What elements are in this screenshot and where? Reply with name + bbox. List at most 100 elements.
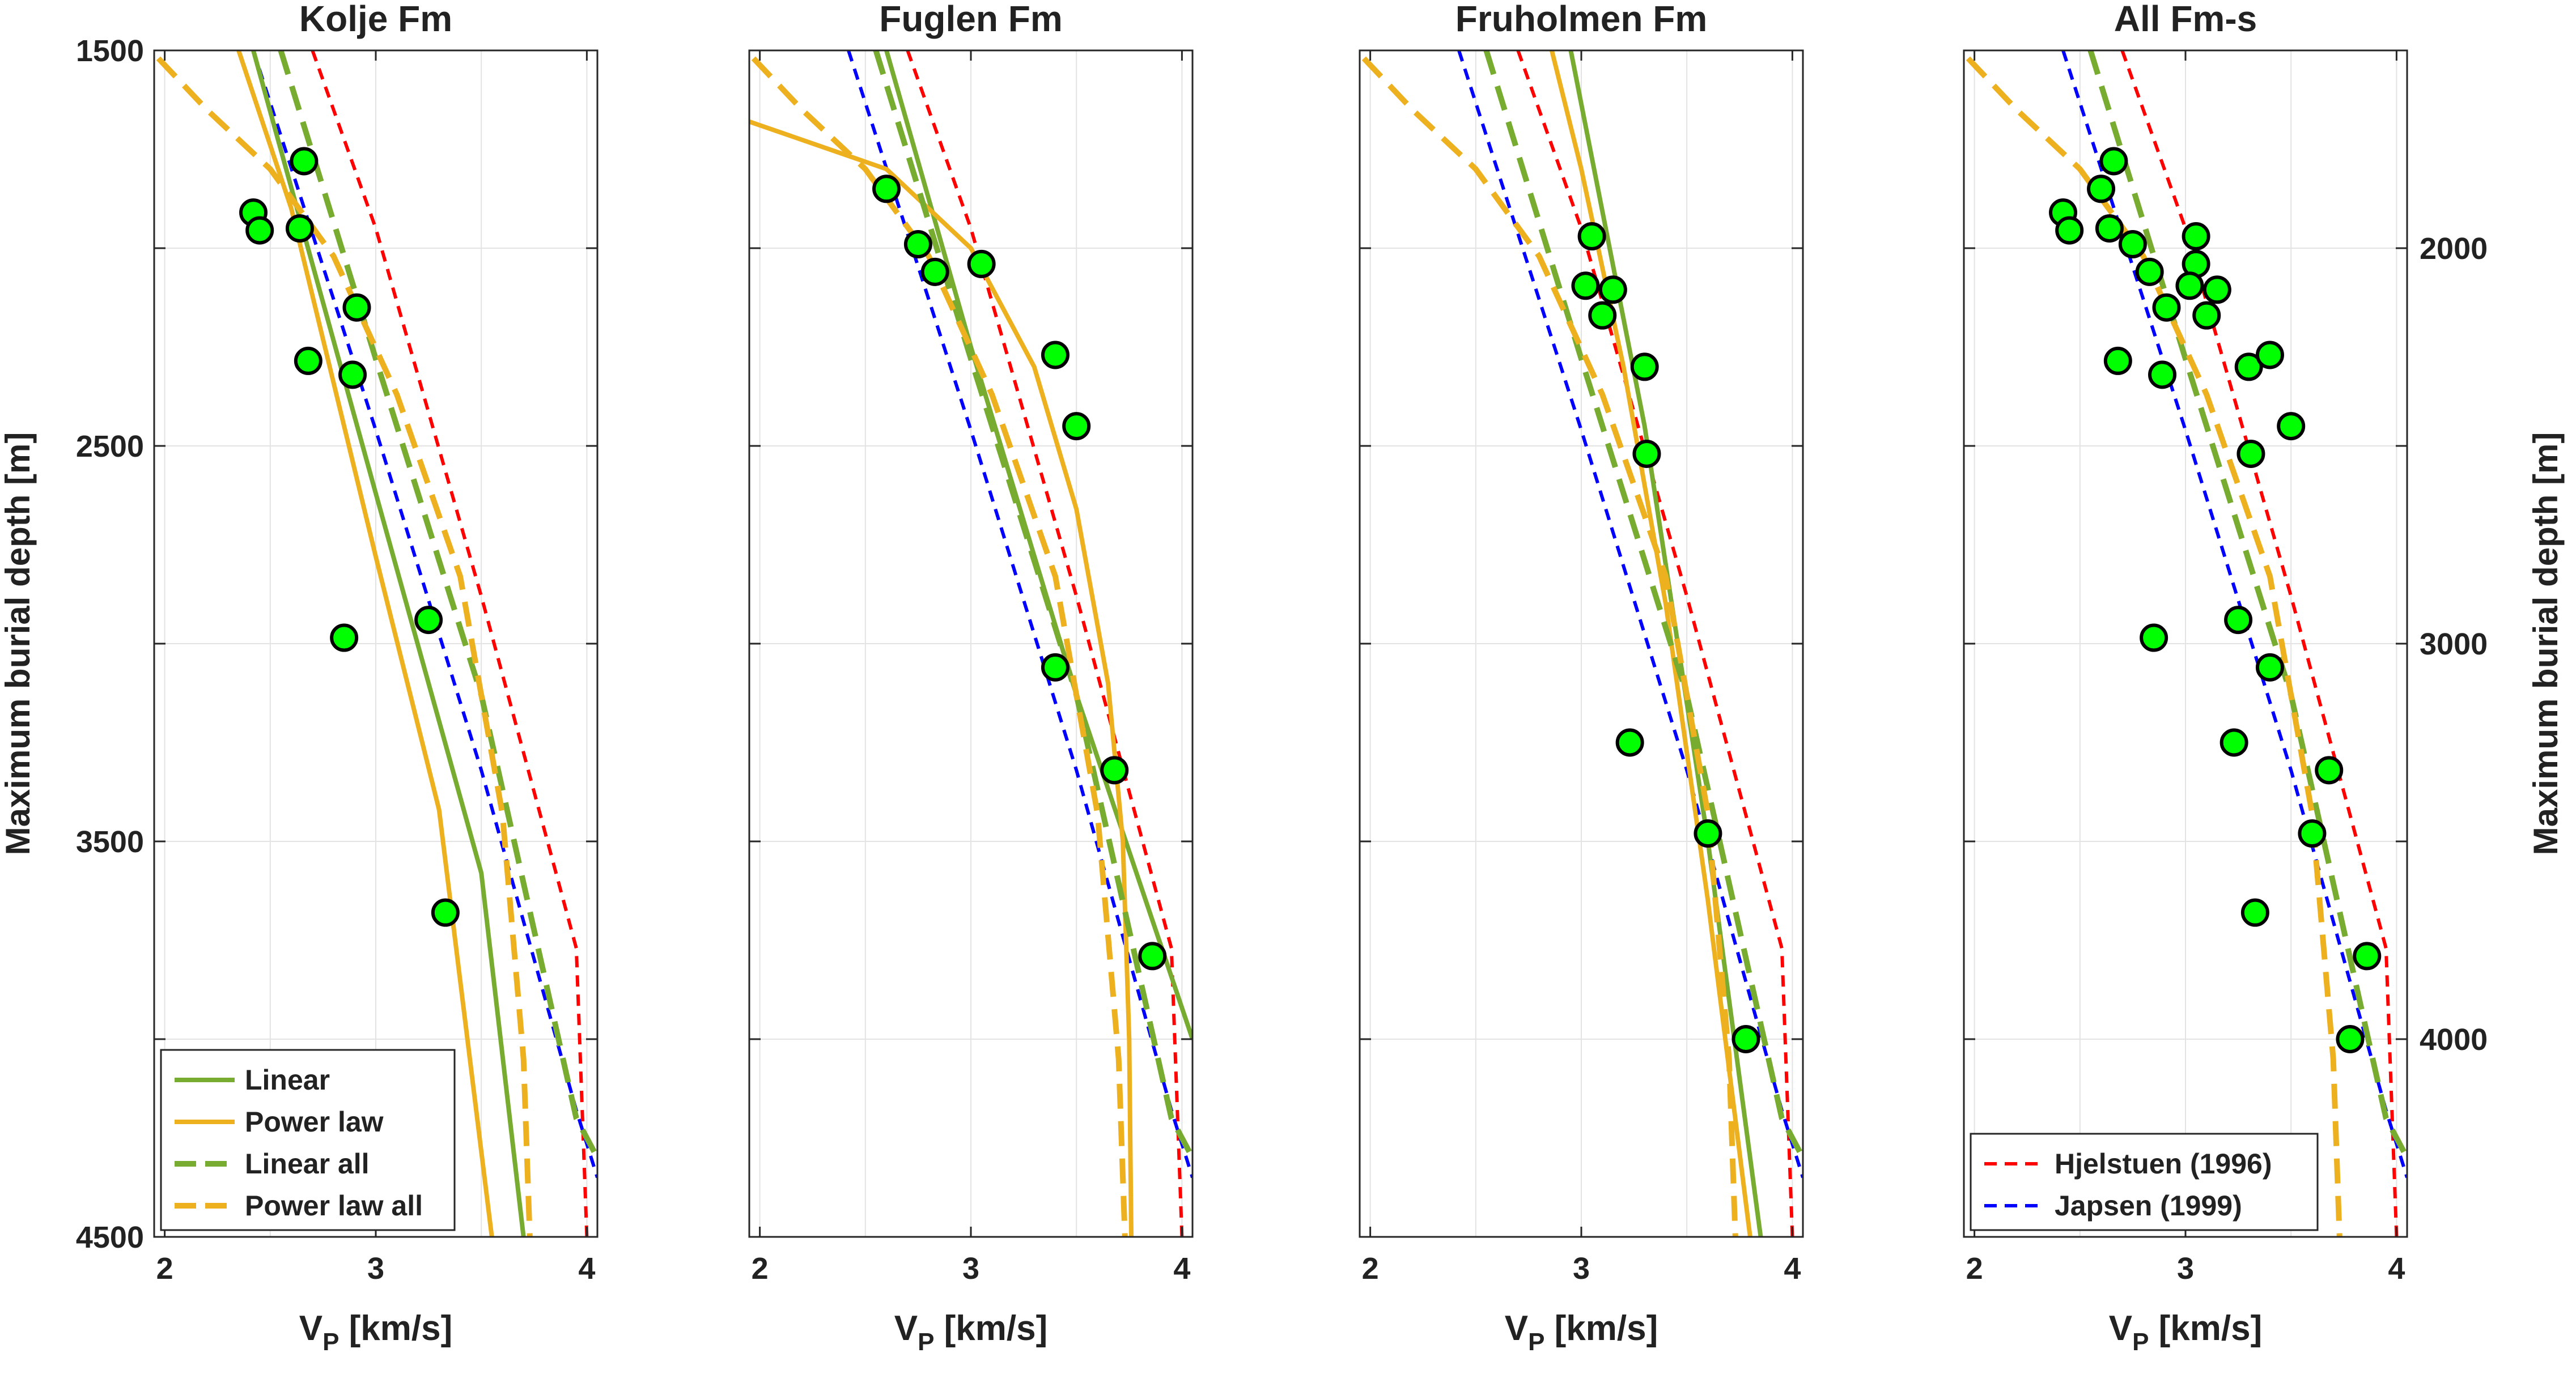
data-point: [2152, 293, 2181, 322]
data-point: [2336, 1025, 2365, 1053]
fit-curve-power-law-all: [1361, 56, 1738, 1237]
x-axis-label-subscript: P: [322, 1328, 339, 1356]
data-point: [1062, 412, 1091, 441]
x-axis-label-units: [km/s]: [339, 1309, 452, 1348]
data-point: [2148, 360, 2177, 389]
y-tick-label-right: 2000: [2420, 232, 2488, 266]
x-axis-label-units: [km/s]: [934, 1309, 1047, 1348]
fit-curve-power-law: [1550, 50, 1752, 1237]
x-axis-label: VP [km/s]: [2109, 1309, 2263, 1356]
reference-curve-hjelstuen-1996: [906, 50, 1184, 1237]
data-point: [2118, 230, 2147, 259]
y-tick-label: 3500: [76, 825, 144, 859]
data-point: [1577, 222, 1606, 251]
legend-label-linear-all: Linear all: [245, 1148, 370, 1180]
reference-curve-hjelstuen-1996: [2120, 50, 2399, 1237]
data-point: [2182, 222, 2210, 251]
x-axis-label-subscript: P: [918, 1328, 934, 1356]
reference-legend: Hjelstuen (1996) Japsen (1999): [1970, 1133, 2319, 1231]
data-point: [2192, 301, 2221, 330]
x-axis-label: VP [km/s]: [1505, 1309, 1658, 1356]
data-point: [2135, 257, 2164, 286]
y-tick-label: 4500: [76, 1220, 144, 1254]
data-point: [967, 249, 996, 278]
y-tick-label-right: 3000: [2420, 627, 2488, 661]
fit-curve-power-law-all: [1966, 56, 2342, 1237]
panel-title: Fuglen Fm: [879, 0, 1063, 39]
fit-curve-power-law: [749, 119, 1134, 1237]
x-tick-label: 3: [2177, 1252, 2194, 1286]
data-point: [330, 623, 359, 652]
data-point: [920, 257, 949, 286]
data-point: [2234, 352, 2263, 381]
x-tick-label: 2: [1966, 1252, 1983, 1286]
y-tick-label: 2500: [76, 429, 144, 463]
x-axis-label: VP [km/s]: [894, 1309, 1048, 1356]
reference-legend-box: [1970, 1133, 2319, 1231]
data-point: [1694, 819, 1722, 848]
y-axis-label: Maximum burial depth [m]: [0, 432, 37, 856]
data-point: [2315, 756, 2344, 785]
legend-label-japsen-1999: Japsen (1999): [2055, 1190, 2242, 1222]
data-point: [2255, 341, 2284, 369]
x-axis-label-subscript: P: [2132, 1328, 2149, 1356]
data-point: [2255, 653, 2284, 682]
data-point: [290, 147, 319, 176]
data-point: [1598, 275, 1627, 304]
data-point: [2055, 216, 2084, 245]
panel-title: All Fm-s: [2114, 0, 2257, 39]
data-point: [294, 346, 322, 375]
data-point: [342, 293, 371, 322]
y-tick-label-right: 4000: [2420, 1023, 2488, 1057]
data-point: [2298, 819, 2327, 848]
data-point: [2095, 214, 2124, 243]
data-point: [1632, 439, 1661, 468]
reference-curve-japsen-1999: [252, 50, 597, 1179]
legend-label-hjelstuen-1996: Hjelstuen (1996): [2055, 1148, 2272, 1180]
data-point: [2219, 728, 2248, 757]
data-point: [2087, 175, 2116, 203]
data-point: [1588, 301, 1617, 330]
data-point: [285, 214, 314, 243]
x-axis-label: VP [km/s]: [299, 1309, 453, 1356]
data-point: [872, 175, 901, 203]
fit-curve-linear: [251, 50, 526, 1237]
x-axis-label-symbol: V: [299, 1309, 322, 1348]
y-tick-label: 1500: [76, 34, 144, 68]
panel-title: Kolje Fm: [299, 0, 452, 39]
x-tick-label: 3: [1573, 1252, 1590, 1286]
data-point: [1041, 653, 1070, 682]
panel-kolje-fm: 2 3 4 1500 2500 3500 4500 Maximum burial depth …: [0, 0, 599, 1356]
x-axis-label-symbol: V: [2109, 1309, 2132, 1348]
x-tick-label: 2: [156, 1252, 173, 1286]
plot-content: [1966, 50, 2407, 1237]
x-tick-label: 4: [578, 1252, 595, 1286]
x-tick-label: 4: [1173, 1252, 1190, 1286]
fit-curve-power-law-all: [751, 56, 1128, 1237]
data-point: [2237, 439, 2265, 468]
x-axis-label-units: [km/s]: [1544, 1309, 1658, 1348]
data-point: [1041, 341, 1070, 369]
plot-content: [156, 50, 597, 1237]
data-point: [2240, 898, 2269, 927]
data-point: [338, 360, 367, 389]
x-axis-label-subscript: P: [1528, 1328, 1544, 1356]
x-tick-label: 2: [1362, 1252, 1379, 1286]
fits-legend: Linear Power law Linear all Power law all: [160, 1049, 456, 1231]
reference-curve-hjelstuen-1996: [1516, 50, 1794, 1237]
legend-label-linear: Linear: [245, 1064, 330, 1096]
plot-content: [749, 50, 1192, 1237]
x-tick-label: 3: [367, 1252, 384, 1286]
x-tick-label: 4: [1784, 1252, 1801, 1286]
reference-curve-hjelstuen-1996: [311, 50, 589, 1237]
data-point: [1138, 942, 1167, 971]
x-tick-label: 2: [752, 1252, 769, 1286]
data-point: [1615, 728, 1644, 757]
data-point: [1100, 756, 1129, 785]
data-point: [2353, 942, 2382, 971]
plot-content: [1361, 50, 1803, 1237]
data-point: [2224, 606, 2253, 635]
data-point: [2140, 623, 2168, 652]
